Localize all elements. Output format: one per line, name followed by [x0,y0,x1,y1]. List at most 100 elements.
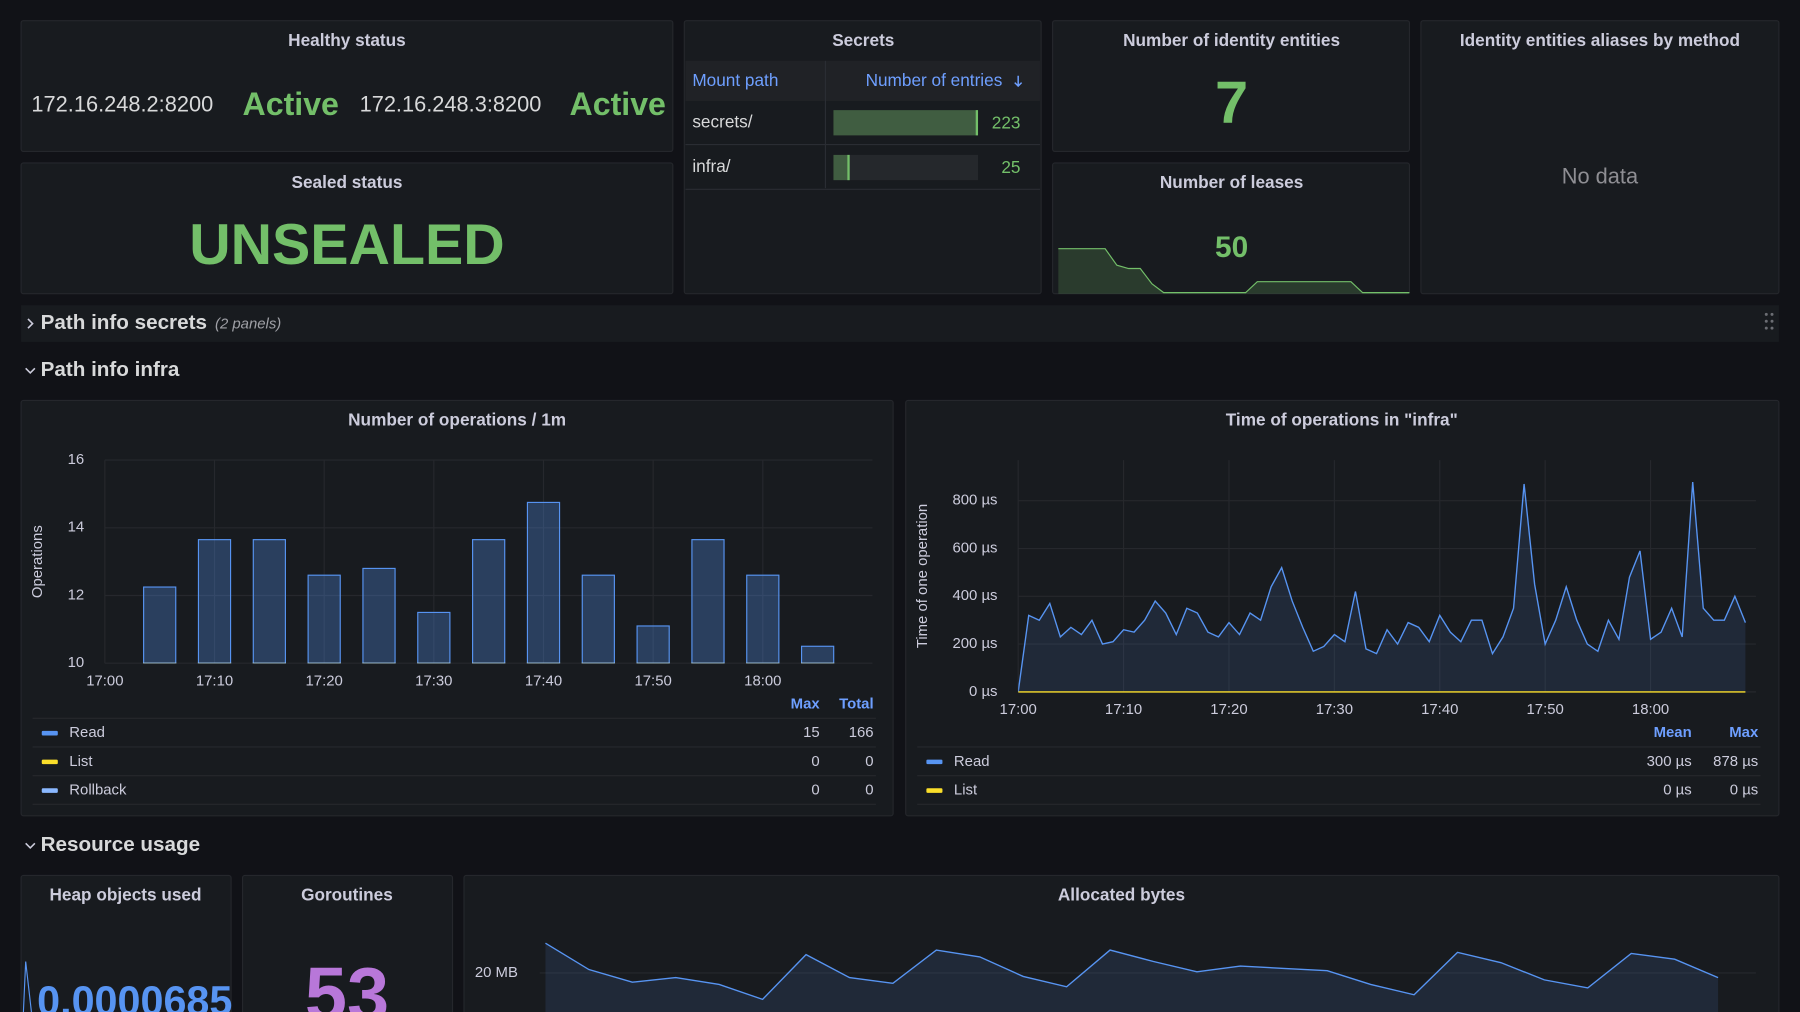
legend-column[interactable]: Total [839,696,874,712]
gauge-bar [833,110,979,136]
bar [526,501,561,664]
sparkline-decor [22,961,32,1012]
bar [417,611,451,664]
entries-value: 25 [1001,157,1020,177]
column-header[interactable]: Mount path [692,70,778,90]
legend-name[interactable]: List [954,782,978,798]
mount-path: secrets/ [692,111,752,131]
legend-column[interactable]: Mean [1654,725,1692,741]
x-tick-label: 17:30 [1316,702,1353,718]
row-note: (2 panels) [215,317,281,333]
panel [20,399,894,817]
stat-value: 53 [305,953,389,1012]
gauge-edge [975,110,979,136]
legend-stat: 0 [811,782,819,798]
y-tick-label: 600 µs [952,540,997,556]
x-tick-label: 17:40 [525,673,562,689]
stat-value: 50 [1215,231,1248,264]
stat-value: 7 [1215,68,1248,135]
bar [691,539,725,664]
panel-title: Heap objects used [50,885,202,905]
panel [1052,162,1411,295]
plot-area [1018,482,1747,693]
y-tick-label: 800 µs [952,493,997,509]
drag-handle[interactable] [1764,312,1768,316]
x-tick-label: 17:00 [86,673,123,689]
panel [20,874,232,1012]
row-header-bg [21,305,1779,342]
x-tick-label: 17:50 [634,673,671,689]
bar [472,539,506,664]
legend-name[interactable]: Read [69,725,105,741]
y-axis-label: Time of one operation [915,504,931,648]
legend-column[interactable]: Max [791,696,821,712]
x-tick-label: 17:20 [306,673,343,689]
row-chevron[interactable] [25,367,36,375]
legend-stat: 878 µs [1713,754,1758,770]
line [1018,482,1747,692]
gauge-track [833,154,979,181]
no-data: No data [1562,164,1639,189]
drag-handle[interactable] [1770,319,1774,323]
node-state: Active [570,86,666,122]
legend-column[interactable]: Max [1729,725,1759,741]
legend-swatch [41,730,58,736]
gauge-edge [847,154,850,181]
panel-title: Time of operations in "infra" [1226,410,1458,430]
legend-stat: 166 [849,725,874,741]
row-title[interactable]: Resource usage [41,833,200,856]
x-tick-label: 18:00 [744,673,781,689]
bar [197,539,232,664]
drag-handle[interactable] [1770,312,1774,316]
panel [463,874,1780,1012]
y-tick-label: 10 [68,655,85,671]
panel [20,20,674,153]
x-tick-label: 17:20 [1210,702,1247,718]
panel [20,162,674,295]
drag-handle[interactable] [1770,326,1774,330]
panel [1420,20,1780,295]
column-header[interactable]: Number of entries [866,70,1003,90]
drag-handle[interactable] [1764,326,1768,330]
legend-stat: 0 µs [1730,782,1758,798]
panel-title: Number of identity entities [1123,30,1340,50]
legend-name[interactable]: Rollback [69,782,127,798]
mount-path: infra/ [692,156,730,176]
row-title[interactable]: Path info infra [41,358,180,381]
bar [636,625,670,664]
bar [746,574,780,664]
row-chevron[interactable] [25,842,36,850]
x-tick-label: 17:50 [1527,702,1564,718]
sparkline-area [1058,248,1410,294]
panel-title: Healthy status [288,30,406,50]
bar [307,574,341,664]
legend-name[interactable]: List [69,754,93,770]
panel-title: Sealed status [291,172,402,192]
y-tick-label: 200 µs [952,636,997,652]
legend-swatch [926,788,943,793]
row-chevron[interactable] [27,318,34,329]
gauge-bar [833,154,850,181]
y-tick-label: 400 µs [952,588,997,604]
drag-handle[interactable] [1764,319,1768,323]
line [545,942,1719,1001]
x-tick-label: 17:10 [1105,702,1142,718]
panel-title: Number of leases [1160,172,1303,192]
panel-title: Secrets [832,30,894,50]
plot-area [143,501,835,664]
bar [252,539,286,664]
legend-swatch [926,759,943,765]
bar [362,567,396,664]
plot-area [545,942,1719,1012]
x-tick-label: 17:00 [1000,702,1037,718]
legend-name[interactable]: Read [954,754,990,770]
y-tick-label: 0 µs [969,684,997,700]
row-title[interactable]: Path info secrets [41,311,207,334]
line-area [545,943,1719,1012]
panel-title: Goroutines [301,885,393,905]
line-area [1018,482,1746,692]
node-address: 172.16.248.3:8200 [360,91,542,116]
entries-value: 223 [992,112,1021,132]
